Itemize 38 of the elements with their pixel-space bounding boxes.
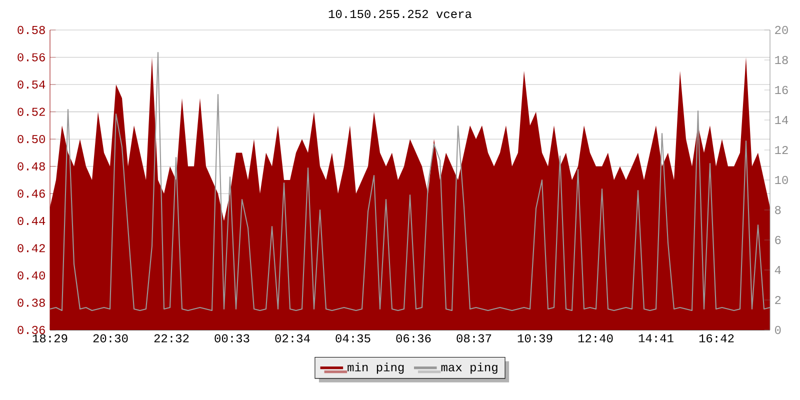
x-tick-label: 12:40 bbox=[578, 334, 613, 342]
chart-title: 10.150.255.252 vcera bbox=[328, 10, 472, 18]
x-tick-label: 06:36 bbox=[396, 334, 431, 342]
x-tick-label: 00:33 bbox=[214, 334, 250, 342]
x-tick-label: 22:32 bbox=[154, 334, 189, 342]
y-tick-label: 0.58 bbox=[18, 26, 45, 34]
y-tick-label: 0.48 bbox=[18, 162, 45, 170]
y-tick-label: 0.56 bbox=[18, 53, 45, 62]
x-tick-label: 08:37 bbox=[456, 334, 492, 342]
x-tick-label: 20:30 bbox=[93, 334, 128, 342]
legend-label: max ping bbox=[441, 362, 498, 374]
y-tick-label: 0.54 bbox=[18, 80, 46, 89]
y2-tick-label: 2 bbox=[775, 296, 781, 304]
y-tick-label: 0.36 bbox=[18, 326, 45, 334]
x-tick-label: 16:42 bbox=[699, 334, 734, 342]
y2-tick-label: 14 bbox=[775, 116, 788, 124]
y-tick-label: 0.50 bbox=[18, 135, 45, 144]
y2-tick-label: 4 bbox=[774, 266, 781, 274]
x-tick-label: 02:34 bbox=[275, 334, 310, 342]
y2-tick-label: 8 bbox=[775, 206, 781, 214]
legend-label: min ping bbox=[348, 362, 404, 374]
y2-tick-label: 0 bbox=[775, 326, 781, 334]
y-tick-label: 0.38 bbox=[18, 298, 45, 307]
y-tick-label: 0.42 bbox=[18, 244, 45, 252]
y2-tick-label: 12 bbox=[775, 146, 788, 154]
y-tick-label: 0.46 bbox=[18, 190, 45, 198]
y-tick-label: 0.44 bbox=[18, 216, 46, 225]
x-tick-label: 18:29 bbox=[32, 334, 68, 342]
y2-tick-label: 20 bbox=[775, 26, 788, 34]
x-tick-label: 10:39 bbox=[518, 334, 552, 342]
y2-tick-label: 10 bbox=[775, 176, 788, 184]
x-tick-label: 04:35 bbox=[336, 334, 370, 342]
y2-tick-label: 18 bbox=[775, 56, 788, 64]
y-tick-label: 0.52 bbox=[18, 108, 45, 116]
y2-tick-label: 6 bbox=[775, 236, 781, 244]
y2-tick-label: 16 bbox=[775, 86, 788, 94]
x-tick-label: 14:41 bbox=[638, 334, 674, 342]
y-tick-label: 0.40 bbox=[18, 271, 45, 280]
